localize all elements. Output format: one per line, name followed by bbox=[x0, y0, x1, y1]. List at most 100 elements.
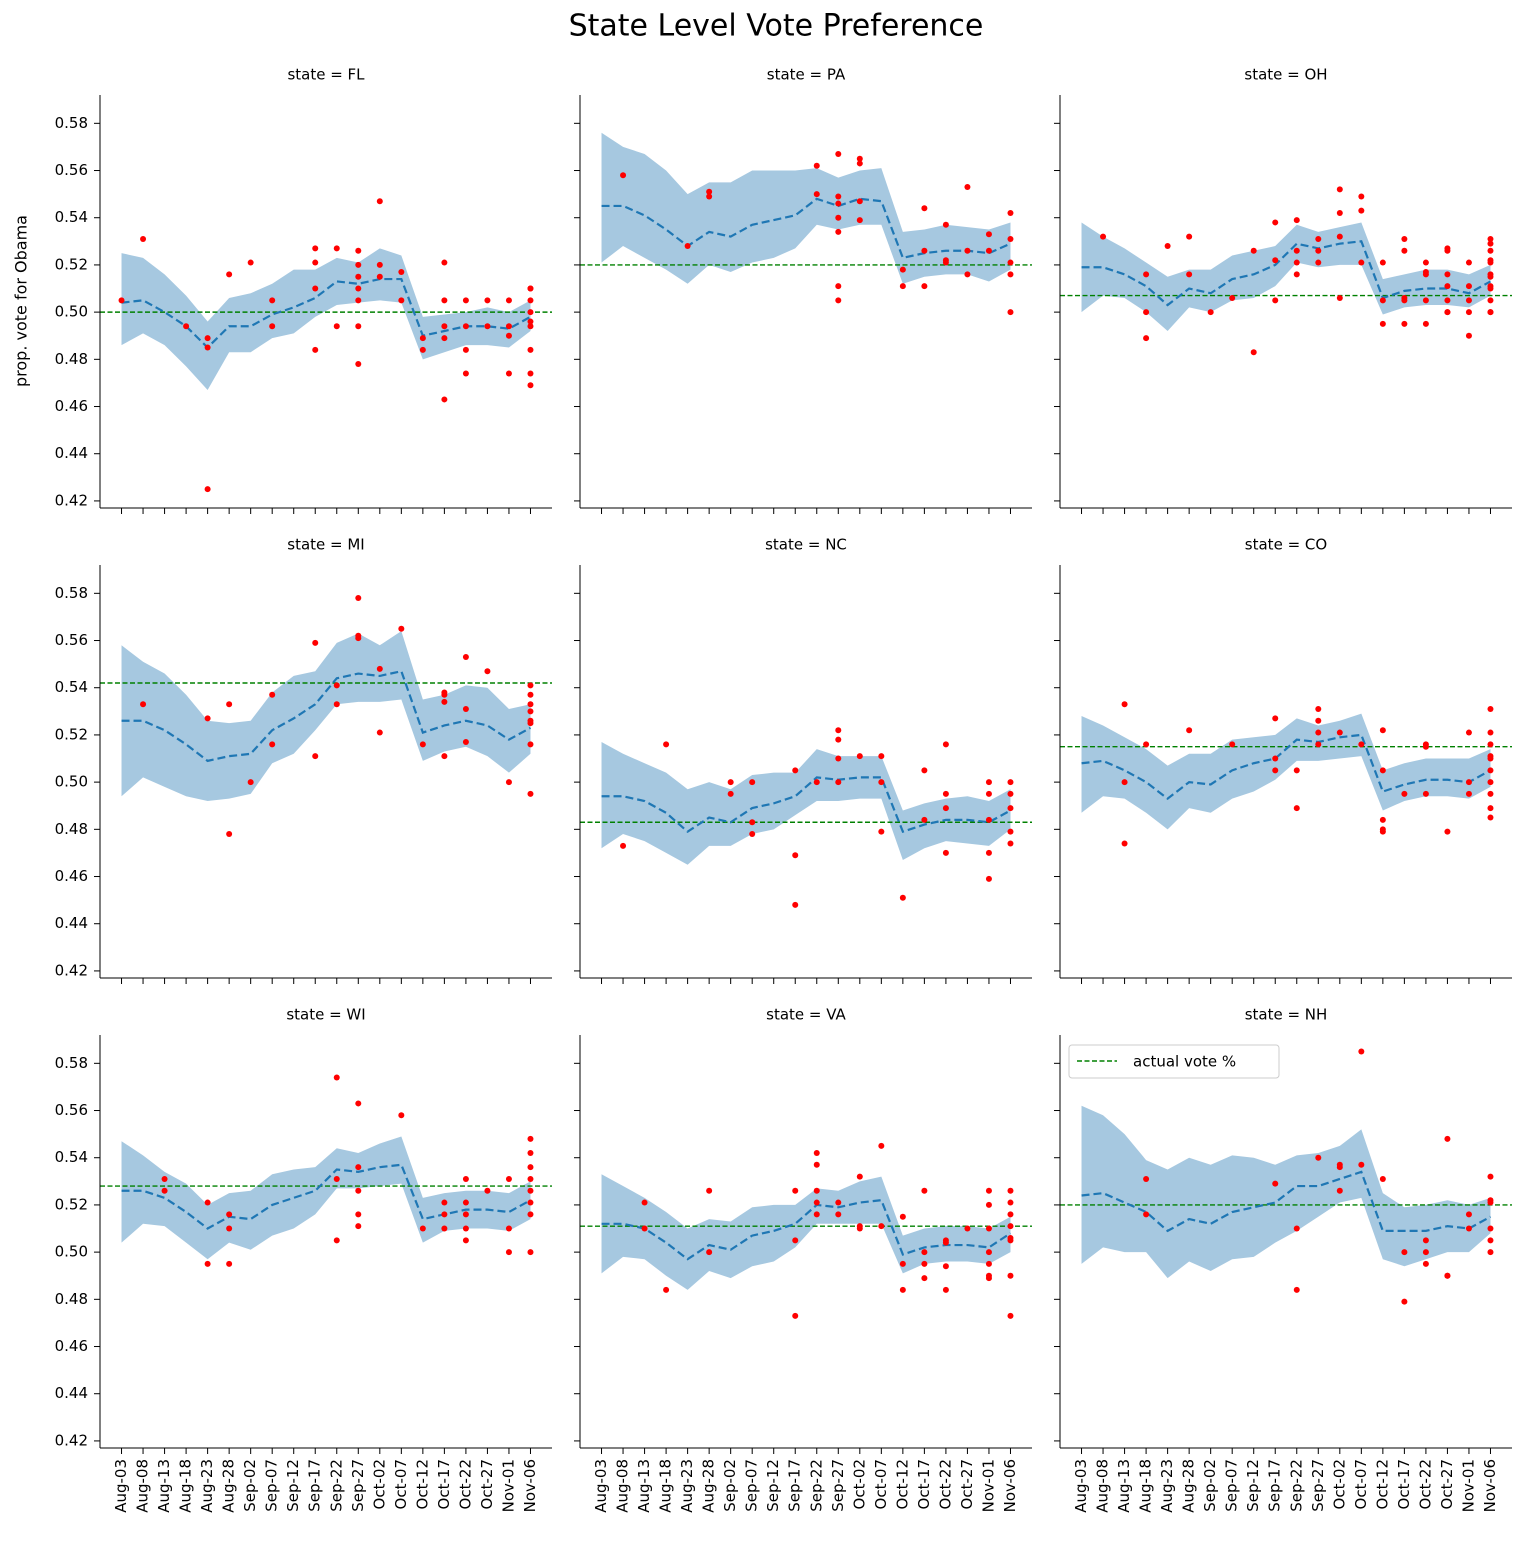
poll-point bbox=[376, 729, 383, 736]
poll-point bbox=[1487, 741, 1494, 748]
poll-point bbox=[355, 1187, 362, 1194]
poll-point bbox=[1401, 297, 1408, 304]
poll-point bbox=[1487, 297, 1494, 304]
x-tick-label: Sep-07 bbox=[1223, 1459, 1241, 1512]
poll-point bbox=[1422, 1260, 1429, 1267]
x-tick-label: Sep-27 bbox=[349, 1459, 367, 1512]
y-tick-label: 0.50 bbox=[55, 303, 88, 321]
poll-point bbox=[1293, 271, 1300, 278]
poll-point bbox=[727, 790, 734, 797]
poll-point bbox=[1487, 814, 1494, 821]
poll-point bbox=[462, 654, 469, 661]
panel-title: state = PA bbox=[767, 66, 846, 84]
x-tick-label: Aug-03 bbox=[112, 1459, 130, 1513]
poll-point bbox=[1379, 828, 1386, 835]
poll-point bbox=[856, 160, 863, 167]
poll-point bbox=[398, 297, 405, 304]
x-tick-label: Nov-01 bbox=[979, 1459, 997, 1512]
poll-point bbox=[1121, 779, 1128, 786]
poll-point bbox=[1007, 1312, 1014, 1319]
poll-point bbox=[1465, 1211, 1472, 1218]
poll-point bbox=[527, 701, 534, 708]
poll-point bbox=[505, 332, 512, 339]
poll-point bbox=[527, 741, 534, 748]
panel-title: state = CO bbox=[1245, 536, 1327, 554]
poll-point bbox=[355, 247, 362, 254]
poll-point bbox=[1465, 283, 1472, 290]
poll-point bbox=[856, 198, 863, 205]
poll-point bbox=[1379, 816, 1386, 823]
poll-point bbox=[942, 805, 949, 812]
poll-point bbox=[1444, 1135, 1451, 1142]
mean-line bbox=[601, 197, 1011, 260]
poll-point bbox=[1379, 297, 1386, 304]
poll-point bbox=[921, 1260, 928, 1267]
poll-point bbox=[398, 625, 405, 632]
poll-point bbox=[140, 235, 147, 242]
poll-point bbox=[527, 285, 534, 292]
poll-point bbox=[921, 767, 928, 774]
poll-point bbox=[1121, 840, 1128, 847]
poll-point bbox=[792, 767, 799, 774]
poll-point bbox=[462, 323, 469, 330]
poll-point bbox=[813, 1161, 820, 1168]
poll-point bbox=[1487, 1225, 1494, 1232]
poll-point bbox=[1444, 828, 1451, 835]
poll-point bbox=[1315, 259, 1322, 266]
poll-point bbox=[527, 790, 534, 797]
poll-point bbox=[1229, 294, 1236, 301]
poll-point bbox=[1207, 309, 1214, 316]
poll-point bbox=[1358, 1161, 1365, 1168]
poll-point bbox=[856, 1173, 863, 1180]
x-tick-label: Aug-13 bbox=[1115, 1459, 1133, 1513]
poll-point bbox=[1465, 332, 1472, 339]
poll-point bbox=[921, 247, 928, 254]
poll-point bbox=[226, 701, 233, 708]
poll-point bbox=[985, 875, 992, 882]
poll-point bbox=[1315, 247, 1322, 254]
poll-point bbox=[1007, 259, 1014, 266]
poll-point bbox=[441, 1211, 448, 1218]
poll-point bbox=[1293, 767, 1300, 774]
poll-point bbox=[1293, 247, 1300, 254]
poll-point bbox=[835, 214, 842, 221]
y-tick-label: 0.56 bbox=[55, 631, 88, 649]
poll-point bbox=[462, 1211, 469, 1218]
poll-point bbox=[1336, 1164, 1343, 1171]
poll-point bbox=[1379, 320, 1386, 327]
poll-point bbox=[749, 831, 756, 838]
poll-point bbox=[527, 318, 534, 325]
poll-point bbox=[727, 779, 734, 786]
poll-point bbox=[878, 779, 885, 786]
poll-point bbox=[835, 727, 842, 734]
poll-point bbox=[684, 243, 691, 250]
poll-point bbox=[1487, 240, 1494, 247]
poll-point bbox=[312, 346, 319, 353]
x-tick-label: Aug-28 bbox=[220, 1459, 238, 1513]
mean-line bbox=[1081, 1170, 1492, 1233]
x-tick-label: Aug-28 bbox=[700, 1459, 718, 1513]
poll-point bbox=[527, 1150, 534, 1156]
poll-point bbox=[312, 639, 319, 646]
poll-point bbox=[964, 184, 971, 191]
poll-point bbox=[247, 779, 254, 786]
poll-point bbox=[1444, 297, 1451, 304]
x-tick-label: Oct-02 bbox=[850, 1459, 868, 1509]
poll-point bbox=[1164, 243, 1171, 250]
poll-point bbox=[878, 1142, 885, 1149]
poll-point bbox=[269, 297, 276, 304]
poll-point bbox=[1007, 1237, 1014, 1244]
poll-point bbox=[1401, 790, 1408, 797]
poll-point bbox=[942, 849, 949, 856]
poll-point bbox=[620, 172, 627, 179]
x-tick-label: Sep-07 bbox=[743, 1459, 761, 1512]
poll-point bbox=[813, 1187, 820, 1194]
poll-point bbox=[835, 283, 842, 290]
poll-point bbox=[1007, 790, 1014, 797]
poll-point bbox=[376, 665, 383, 672]
credible-band bbox=[601, 1174, 1011, 1290]
poll-point bbox=[813, 162, 820, 169]
poll-point bbox=[441, 1225, 448, 1232]
poll-point bbox=[527, 1211, 534, 1218]
poll-point bbox=[1293, 1286, 1300, 1293]
